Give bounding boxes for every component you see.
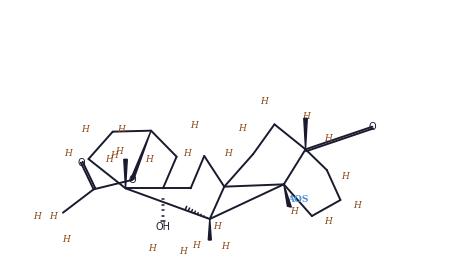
- Text: H: H: [145, 156, 153, 165]
- Text: H: H: [239, 124, 247, 133]
- Polygon shape: [304, 118, 307, 149]
- Text: H: H: [353, 200, 361, 209]
- Text: H: H: [290, 207, 298, 216]
- Text: H: H: [213, 222, 221, 231]
- Text: H: H: [190, 120, 197, 129]
- Text: H: H: [192, 241, 200, 250]
- Text: H: H: [34, 212, 41, 221]
- Text: O: O: [77, 158, 85, 168]
- Text: AOS: AOS: [287, 195, 308, 204]
- Text: H: H: [221, 242, 229, 251]
- Text: H: H: [49, 212, 57, 221]
- Text: OH: OH: [155, 222, 170, 232]
- Text: H: H: [110, 150, 118, 159]
- Text: H: H: [115, 147, 123, 156]
- Text: H: H: [324, 134, 332, 143]
- Polygon shape: [208, 219, 211, 240]
- Text: H: H: [224, 149, 232, 158]
- Text: H: H: [117, 126, 125, 135]
- Text: H: H: [260, 97, 268, 106]
- Text: H: H: [64, 149, 72, 158]
- Text: H: H: [302, 112, 310, 121]
- Text: H: H: [62, 236, 70, 245]
- Polygon shape: [130, 131, 151, 181]
- Text: O: O: [368, 122, 376, 132]
- Text: H: H: [105, 155, 113, 164]
- Text: O: O: [128, 175, 136, 185]
- Polygon shape: [284, 184, 291, 207]
- Text: H: H: [183, 149, 191, 158]
- Polygon shape: [124, 159, 127, 188]
- Text: H: H: [341, 172, 349, 181]
- Text: H: H: [148, 244, 156, 253]
- Text: H: H: [81, 126, 89, 135]
- Text: H: H: [324, 217, 332, 226]
- Text: H: H: [179, 247, 187, 256]
